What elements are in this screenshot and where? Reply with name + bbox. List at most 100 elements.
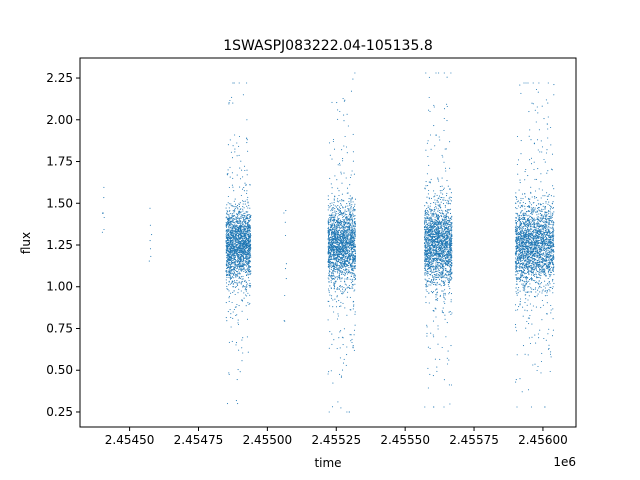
data-point bbox=[341, 182, 343, 184]
data-point bbox=[333, 216, 335, 219]
data-point bbox=[226, 255, 228, 257]
data-point bbox=[234, 245, 236, 247]
data-point bbox=[240, 249, 242, 251]
data-point bbox=[240, 220, 242, 222]
data-point bbox=[247, 254, 249, 256]
data-point bbox=[351, 263, 353, 265]
data-point bbox=[328, 274, 330, 276]
data-point bbox=[328, 228, 330, 230]
data-point bbox=[427, 273, 429, 275]
data-point bbox=[328, 266, 330, 268]
data-point bbox=[236, 221, 238, 223]
data-point bbox=[338, 226, 340, 229]
data-point bbox=[240, 222, 242, 224]
data-point bbox=[243, 238, 245, 240]
data-point bbox=[235, 314, 237, 317]
data-point bbox=[231, 281, 233, 283]
data-point bbox=[342, 241, 345, 243]
data-point bbox=[330, 280, 332, 282]
data-point bbox=[331, 295, 333, 297]
data-point bbox=[228, 240, 230, 242]
data-point bbox=[334, 268, 337, 271]
data-point bbox=[336, 220, 338, 222]
data-point bbox=[441, 279, 443, 281]
data-point bbox=[238, 145, 240, 147]
data-point bbox=[353, 242, 355, 244]
data-point bbox=[348, 261, 350, 263]
data-point bbox=[234, 248, 236, 251]
data-point bbox=[450, 293, 453, 295]
data-point bbox=[235, 254, 237, 256]
data-point bbox=[233, 82, 235, 84]
data-point bbox=[346, 237, 348, 239]
data-point bbox=[338, 272, 341, 274]
data-point bbox=[226, 217, 228, 219]
data-point bbox=[336, 248, 338, 250]
data-point bbox=[243, 286, 245, 288]
data-point bbox=[353, 275, 355, 277]
data-point bbox=[227, 259, 229, 261]
data-point bbox=[346, 296, 348, 298]
data-point bbox=[328, 232, 330, 234]
data-point bbox=[443, 277, 445, 279]
data-point bbox=[443, 223, 445, 225]
data-point bbox=[333, 246, 335, 249]
data-point bbox=[245, 245, 247, 247]
data-point bbox=[247, 302, 249, 304]
data-point bbox=[339, 209, 342, 212]
data-point bbox=[227, 195, 229, 198]
data-point bbox=[331, 271, 333, 274]
data-point bbox=[345, 230, 347, 232]
data-point bbox=[249, 240, 252, 242]
data-point bbox=[344, 213, 347, 215]
data-point bbox=[332, 248, 334, 250]
data-point bbox=[233, 247, 235, 249]
data-point bbox=[354, 243, 356, 245]
data-point bbox=[329, 263, 331, 265]
data-point bbox=[434, 289, 437, 291]
data-point bbox=[344, 251, 346, 253]
data-point bbox=[350, 208, 352, 210]
data-point bbox=[435, 212, 437, 214]
data-point bbox=[232, 258, 234, 260]
data-point bbox=[347, 265, 349, 267]
data-point bbox=[352, 345, 354, 347]
data-point bbox=[438, 136, 440, 138]
data-point bbox=[245, 288, 248, 291]
data-point bbox=[227, 233, 229, 235]
data-point bbox=[242, 176, 244, 178]
data-point bbox=[444, 218, 446, 220]
data-point bbox=[436, 224, 438, 227]
data-point bbox=[345, 269, 347, 271]
data-point bbox=[329, 242, 331, 244]
data-point bbox=[331, 192, 333, 194]
data-point bbox=[235, 286, 237, 288]
data-point bbox=[233, 227, 235, 229]
data-point bbox=[230, 271, 232, 273]
data-point bbox=[351, 268, 353, 270]
data-point bbox=[248, 204, 250, 206]
data-point bbox=[226, 250, 228, 252]
data-point bbox=[342, 257, 344, 259]
data-point bbox=[229, 166, 231, 168]
data-point bbox=[242, 245, 244, 247]
data-point bbox=[354, 210, 356, 212]
data-point bbox=[351, 232, 353, 234]
data-point bbox=[226, 224, 229, 226]
data-point bbox=[448, 282, 451, 284]
data-point bbox=[227, 242, 229, 244]
data-point bbox=[229, 241, 231, 243]
data-point bbox=[246, 239, 248, 241]
data-point bbox=[328, 240, 330, 242]
data-point bbox=[235, 206, 238, 208]
data-point bbox=[249, 214, 251, 216]
data-point bbox=[446, 363, 449, 365]
data-point bbox=[340, 202, 342, 205]
data-point bbox=[336, 260, 338, 262]
data-point bbox=[230, 316, 232, 318]
data-point bbox=[348, 213, 350, 215]
data-point bbox=[336, 249, 338, 251]
data-point bbox=[248, 219, 250, 221]
data-point bbox=[229, 203, 231, 205]
data-point bbox=[284, 294, 286, 297]
